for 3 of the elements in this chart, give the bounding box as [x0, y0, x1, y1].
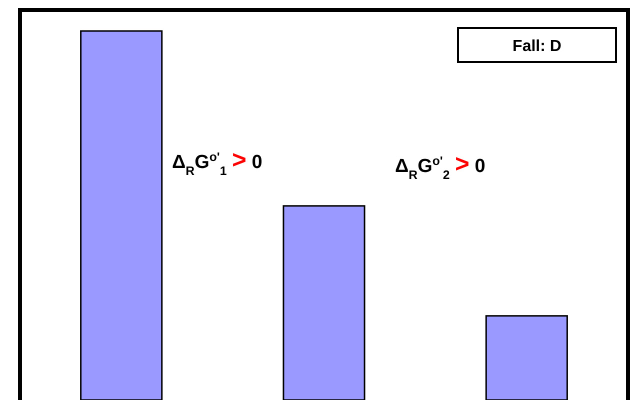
annotation: Δ$_{R}$G$^{o'}$$_{1}$ > 0	[172, 147, 262, 178]
annotation: Δ$_{R}$G$^{o'}$$_{2}$ > 0	[395, 151, 486, 182]
annotation: Fall: D	[512, 38, 562, 55]
